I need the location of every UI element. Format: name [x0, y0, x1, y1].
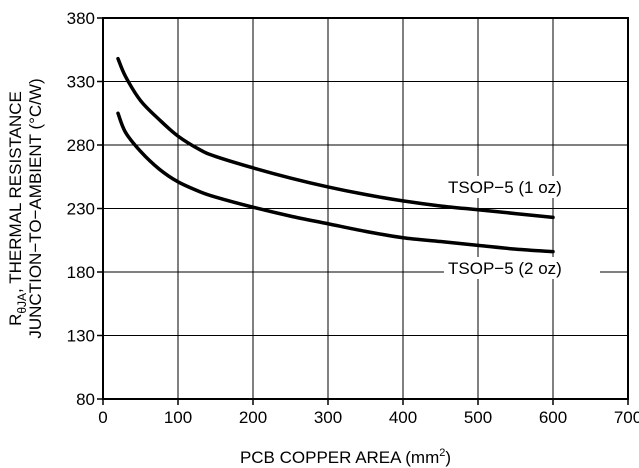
grid: [102, 17, 629, 400]
y-tick-label: 380: [67, 9, 95, 28]
y-axis-title-line2: JUNCTION−TO−AMBIENT (°C/W): [26, 78, 45, 338]
series-label-1oz: TSOP−5 (1 oz): [448, 178, 562, 197]
x-tick-label: 500: [464, 408, 492, 427]
series-line-1: [116, 56, 555, 220]
x-tick-label: 100: [164, 408, 192, 427]
series-lines: [116, 56, 555, 254]
x-tick-label: 600: [539, 408, 567, 427]
series-line-2: [116, 111, 555, 254]
axis-ticks: 0 100 200 300 400 500 600 700 80 130 180 230 280 330 3…: [67, 9, 639, 427]
x-tick-label: 200: [239, 408, 267, 427]
y-tick-label: 130: [67, 327, 95, 346]
series-label-2oz: TSOP−5 (2 oz): [448, 259, 562, 278]
y-tick-label: 180: [67, 263, 95, 282]
series-label-1-background: [444, 176, 600, 198]
x-tick-label: 400: [389, 408, 417, 427]
x-tick-label: 300: [314, 408, 342, 427]
y-tick-label: 280: [67, 136, 95, 155]
y-tick-label: 330: [67, 73, 95, 92]
x-axis-title: PCB COPPER AREA (mm2): [240, 447, 451, 467]
x-tick-label: 0: [98, 408, 107, 427]
y-tick-label: 230: [67, 200, 95, 219]
series-label-2-background: [444, 257, 600, 279]
y-axis-title-line1: RθJA, THERMAL RESISTANCE: [6, 91, 29, 326]
y-tick-label: 80: [76, 390, 95, 409]
x-tick-label: 700: [614, 408, 639, 427]
